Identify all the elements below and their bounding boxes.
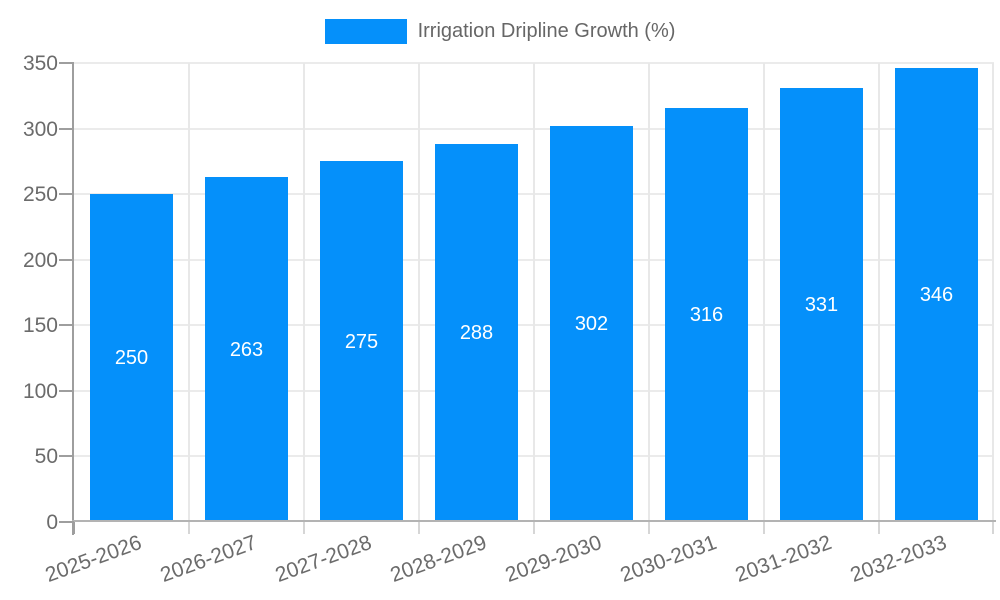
vertical-gridline (763, 63, 765, 522)
vertical-gridline (533, 63, 535, 522)
vertical-gridline (648, 63, 650, 522)
x-tick-label: 2029-2030 (502, 530, 605, 587)
x-tick-mark (418, 522, 420, 534)
x-tick-mark (303, 522, 305, 534)
y-tick-label: 350 (22, 52, 58, 75)
vertical-gridline (188, 63, 190, 522)
vertical-gridline (878, 63, 880, 522)
x-tick-label: 2028-2029 (387, 530, 490, 587)
legend[interactable]: Irrigation Dripline Growth (%) (0, 19, 1000, 44)
x-tick-label: 2031-2032 (732, 530, 835, 587)
bar-value-label: 331 (804, 293, 839, 316)
bar-value-label: 288 (459, 322, 494, 345)
y-tick-label: 200 (22, 248, 58, 272)
bar-value-label: 302 (574, 312, 609, 335)
x-tick-mark (648, 522, 650, 534)
y-tick-label: 50 (34, 445, 58, 469)
x-tick-label: 2032-2033 (847, 530, 950, 587)
x-tick-mark (763, 522, 765, 534)
x-tick-label: 2026-2027 (157, 530, 260, 587)
bar-value-label: 263 (229, 338, 264, 361)
x-tick-label: 2027-2028 (272, 530, 375, 587)
y-tick-label: 100 (22, 379, 58, 403)
legend-label: Irrigation Dripline Growth (%) (417, 20, 676, 42)
x-tick-mark (188, 522, 190, 534)
x-tick-mark (878, 522, 880, 534)
bar[interactable]: 250 (90, 194, 173, 522)
bar-value-label: 346 (919, 284, 954, 307)
bar-value-label: 275 (344, 330, 379, 353)
x-tick-mark (533, 522, 535, 534)
bar[interactable]: 275 (320, 161, 403, 522)
plot-area: 250 263 275 288 302 316 331 346 (72, 62, 996, 535)
bar[interactable]: 263 (205, 177, 288, 522)
bar[interactable]: 288 (435, 144, 518, 522)
y-tick-label: 250 (22, 183, 58, 207)
y-tick-label: 0 (46, 511, 58, 534)
y-axis-line (72, 63, 74, 535)
x-axis-line (72, 520, 996, 522)
bar[interactable]: 316 (665, 107, 748, 522)
y-tick-label: 300 (22, 117, 58, 141)
bar-value-label: 316 (689, 303, 724, 326)
bar[interactable]: 302 (550, 125, 633, 522)
vertical-gridline (992, 63, 994, 522)
y-tick-label: 150 (22, 314, 58, 338)
bar-value-label: 250 (114, 347, 149, 370)
vertical-gridline (418, 63, 420, 522)
x-tick-label: 2030-2031 (617, 530, 720, 587)
bar[interactable]: 346 (895, 68, 978, 522)
vertical-gridline (303, 63, 305, 522)
legend-swatch (324, 19, 407, 44)
bar[interactable]: 331 (780, 87, 863, 522)
x-tick-label: 2025-2026 (42, 530, 145, 587)
x-tick-mark (992, 522, 994, 534)
